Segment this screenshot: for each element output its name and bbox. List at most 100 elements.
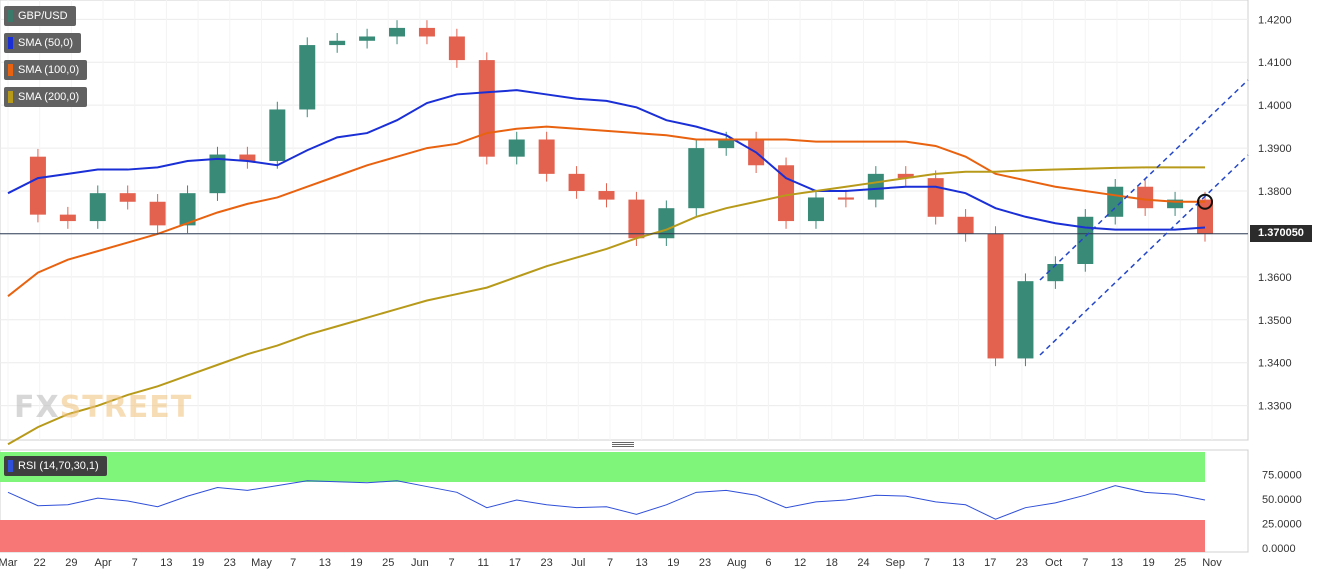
x-tick-label: 25 xyxy=(382,557,394,569)
x-tick-label: 13 xyxy=(160,557,172,569)
x-tick-label: 29 xyxy=(65,557,77,569)
x-tick-label: 23 xyxy=(224,557,236,569)
x-tick-label: Aug xyxy=(727,557,747,569)
logo-street: STREET xyxy=(59,390,193,425)
candle-body xyxy=(179,193,196,226)
candle-body xyxy=(957,216,974,234)
candle-body xyxy=(837,197,854,200)
candle-body xyxy=(867,173,884,200)
candle-body xyxy=(538,139,555,174)
candle-body xyxy=(897,173,914,179)
rsi-legend-swatch xyxy=(8,460,13,472)
candle-body xyxy=(89,193,106,222)
candle-body xyxy=(807,197,824,222)
sma-line xyxy=(7,89,1206,231)
legend-sma200-label: SMA (200,0) xyxy=(18,91,80,103)
candle-body xyxy=(628,199,645,239)
candle-body xyxy=(418,27,435,37)
rsi-line xyxy=(7,480,1206,520)
candle-body xyxy=(927,178,944,217)
channel-lower-line xyxy=(1039,154,1249,356)
legend-sma100[interactable]: SMA (100,0) xyxy=(4,60,88,80)
rsi-oversold-zone xyxy=(0,520,1205,552)
x-tick-label: Oct xyxy=(1045,557,1062,569)
y-tick-label: 1.3600 xyxy=(1258,272,1292,284)
candle-body xyxy=(568,173,585,192)
x-tick-label: 24 xyxy=(857,557,869,569)
x-tick-label: 19 xyxy=(350,557,362,569)
rsi-overbought-zone xyxy=(0,452,1205,482)
pane-splitter-handle[interactable] xyxy=(612,442,634,448)
y-tick-label: 1.3400 xyxy=(1258,358,1292,370)
candle-body xyxy=(1167,199,1184,209)
trend-channel xyxy=(1039,79,1249,356)
candle-body xyxy=(389,27,406,37)
x-tick-label: May xyxy=(251,557,272,569)
candle-body xyxy=(1137,186,1154,209)
x-tick-label: Sep xyxy=(885,557,905,569)
highlight-circle xyxy=(1197,193,1213,210)
candle-body xyxy=(239,154,256,161)
x-tick-label: 23 xyxy=(1016,557,1028,569)
candle-body xyxy=(1047,264,1064,282)
y-tick-label: 1.4100 xyxy=(1258,57,1292,69)
x-tick-label: 7 xyxy=(132,557,138,569)
candle-body xyxy=(149,201,166,226)
x-tick-label: 12 xyxy=(794,557,806,569)
legend-gbpusd-swatch xyxy=(8,10,13,22)
legend-sma50[interactable]: SMA (50,0) xyxy=(4,33,82,53)
candle-body xyxy=(1017,281,1034,359)
x-tick-label: 13 xyxy=(1111,557,1123,569)
y-tick-label: 1.4000 xyxy=(1258,100,1292,112)
channel-upper-line xyxy=(1039,79,1249,281)
legend-sma200-swatch xyxy=(8,91,13,103)
y-tick-label: 1.4200 xyxy=(1258,14,1292,26)
x-tick-label: 23 xyxy=(699,557,711,569)
x-tick-label: 19 xyxy=(667,557,679,569)
candle-body xyxy=(1077,216,1094,264)
legend-sma200[interactable]: SMA (200,0) xyxy=(4,87,88,107)
x-tick-label: Apr xyxy=(94,557,111,569)
x-tick-label: 13 xyxy=(952,557,964,569)
candle-body xyxy=(209,154,226,194)
x-tick-label: Nov xyxy=(1202,557,1222,569)
rsi-legend[interactable]: RSI (14,70,30,1) xyxy=(4,456,107,476)
x-tick-label: 7 xyxy=(924,557,930,569)
candle-body xyxy=(598,191,615,200)
x-tick-label: 18 xyxy=(826,557,838,569)
x-tick-label: 6 xyxy=(765,557,771,569)
legend-sma100-swatch xyxy=(8,64,13,76)
candle-body xyxy=(119,193,136,202)
candle-body xyxy=(448,36,465,61)
candle-body xyxy=(359,36,376,41)
sma-lines xyxy=(0,89,1248,446)
y-tick-label: 1.3500 xyxy=(1258,315,1292,327)
current-price-tag: 1.370050 xyxy=(1250,225,1312,242)
candle-body xyxy=(329,40,346,46)
x-tick-label: Jun xyxy=(411,557,429,569)
rsi-zones xyxy=(0,452,1205,552)
x-tick-label: 13 xyxy=(636,557,648,569)
fxstreet-logo: FXSTREET xyxy=(14,390,192,425)
rsi-line-group xyxy=(7,480,1206,520)
rsi-legend-label: RSI (14,70,30,1) xyxy=(18,460,99,472)
x-tick-label: 19 xyxy=(1143,557,1155,569)
y-tick-label: 1.3300 xyxy=(1258,401,1292,413)
rsi-y-tick-label: 50.0000 xyxy=(1262,494,1302,506)
y-tick-label: 1.3900 xyxy=(1258,143,1292,155)
candle-body xyxy=(299,45,316,110)
x-tick-label: 7 xyxy=(449,557,455,569)
candle-body xyxy=(718,139,735,149)
x-tick-label: 13 xyxy=(319,557,331,569)
y-tick-label: 1.3800 xyxy=(1258,186,1292,198)
x-tick-label: 17 xyxy=(984,557,996,569)
x-tick-label: 7 xyxy=(290,557,296,569)
candle-body xyxy=(478,60,495,157)
candle-body xyxy=(269,109,286,161)
legend-gbpusd[interactable]: GBP/USD xyxy=(4,6,76,26)
candle-body xyxy=(508,139,525,157)
legend-sma50-label: SMA (50,0) xyxy=(18,37,74,49)
x-tick-label: 22 xyxy=(34,557,46,569)
candle-body xyxy=(29,156,46,215)
